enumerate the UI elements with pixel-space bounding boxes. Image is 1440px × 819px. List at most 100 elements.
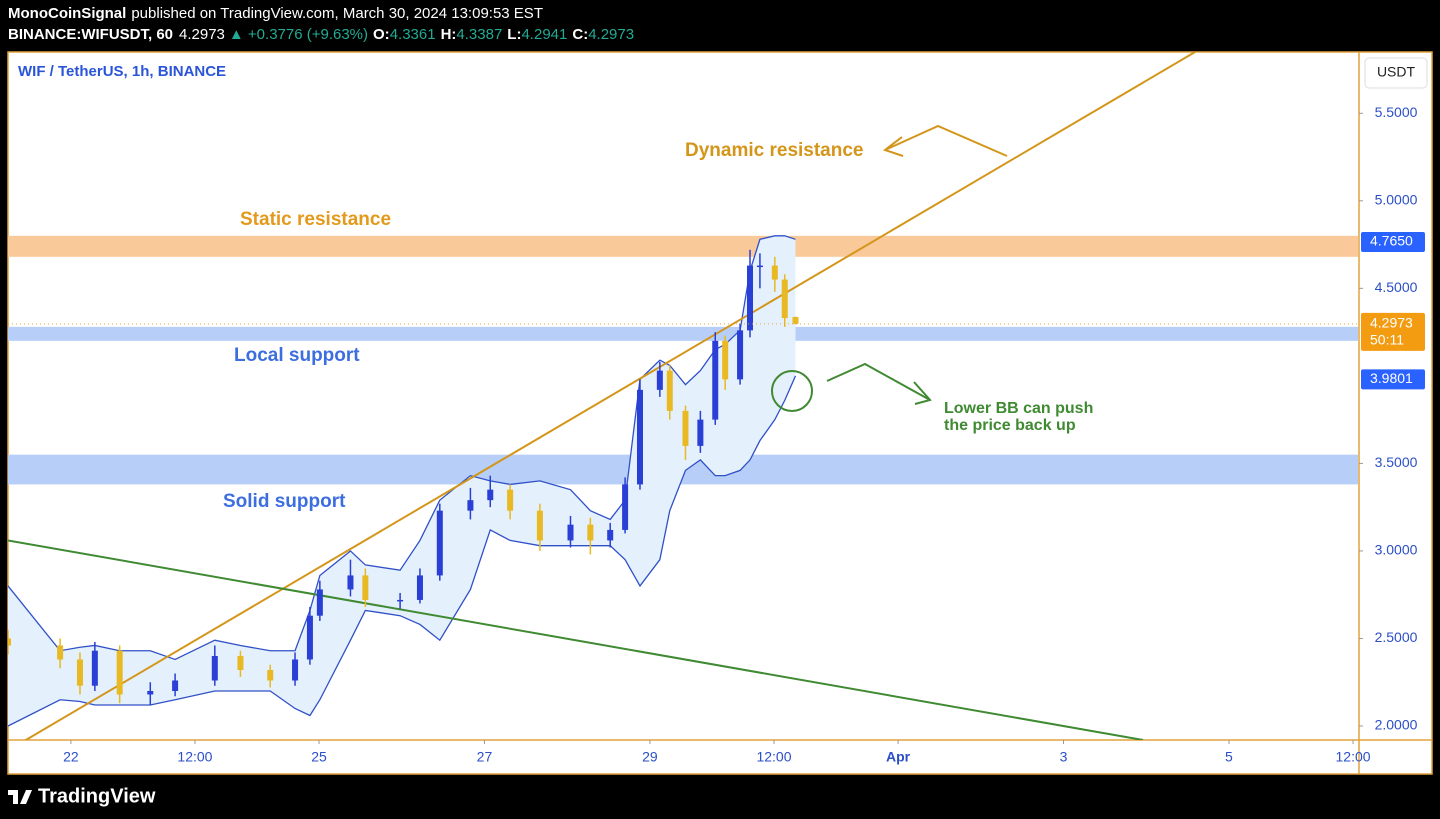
price-label: 4.2973 (1370, 315, 1413, 331)
candle-body (316, 589, 323, 616)
candle-body (292, 659, 299, 681)
candle-body (622, 484, 629, 530)
arrow (882, 124, 1008, 157)
candle-body (682, 410, 689, 446)
note: Lower BB can push (944, 400, 1093, 417)
candle-body (697, 419, 704, 446)
candle-body (656, 370, 663, 390)
candle-body (507, 489, 514, 511)
candle-body (587, 524, 594, 541)
arrow-line (826, 362, 931, 401)
header-line: BINANCE:WIFUSDT, 60 4.2973 ▲ +0.3776 (+9.6… (8, 26, 634, 43)
candle-body (712, 340, 719, 420)
header-line: MonoCoinSignal published on TradingView.c… (8, 5, 543, 22)
x-tick-label: 29 (642, 749, 658, 765)
price-label: 4.7650 (1370, 233, 1413, 249)
zone-label: Static resistance (240, 209, 391, 230)
published: published on TradingView.com, March 30, … (131, 5, 543, 22)
x-tick-label: 5 (1225, 749, 1233, 765)
x-tick-label: 12:00 (1336, 749, 1371, 765)
candle-body (607, 529, 614, 541)
y-tick-label: 2.5000 (1375, 629, 1418, 645)
candle-body (722, 340, 729, 380)
x-tick-label: 22 (63, 749, 79, 765)
candle-body (792, 317, 799, 324)
ohlc-label: L: (507, 26, 521, 43)
highlight-circle (771, 370, 813, 412)
currency-box (1364, 57, 1428, 89)
price-label: 3.9801 (1370, 370, 1413, 386)
plot-area (8, 52, 1358, 740)
candle-body (147, 690, 154, 695)
price-badge (1361, 231, 1425, 252)
author: MonoCoinSignal (8, 5, 126, 22)
y-tick-label: 3.0000 (1375, 542, 1418, 558)
candle-body (781, 279, 788, 319)
change: ▲ +0.3776 (+9.63%) (229, 26, 368, 43)
candle-body (747, 265, 754, 331)
trendline-label: Dynamic resistance (685, 140, 864, 161)
candle-body (267, 669, 274, 681)
candle-body (76, 659, 83, 686)
candle-body (737, 330, 744, 380)
candle-body (306, 615, 313, 660)
price-badge (1361, 312, 1425, 351)
arrow (771, 362, 932, 412)
zone-label: Solid support (223, 491, 346, 512)
x-tick-label: 12:00 (756, 749, 791, 765)
brand: TradingView (38, 785, 156, 807)
logo-mark (8, 790, 32, 804)
price-badge (1361, 369, 1425, 390)
x-tick-label: 27 (477, 749, 493, 765)
trendline (23, 52, 1196, 740)
candle-body (771, 265, 778, 280)
candle-body (347, 575, 354, 590)
zone-label: Local support (234, 345, 360, 366)
candle-body (567, 524, 574, 541)
candle-body (362, 575, 369, 600)
candle-body (116, 650, 123, 695)
symbol: BINANCE:WIFUSDT, 60 (8, 26, 173, 43)
y-tick-label: 2.0000 (1375, 717, 1418, 733)
candle-body (211, 655, 218, 681)
arrow-head (913, 381, 932, 405)
candle-body (467, 500, 474, 511)
trendline (8, 539, 1144, 740)
ohlc-label: H: (441, 26, 457, 43)
candle-body (416, 575, 423, 600)
candle-body (636, 389, 643, 485)
x-tick-label: Apr (886, 749, 911, 765)
band-line (8, 375, 797, 727)
ohlc-value: 4.2973 (588, 26, 634, 43)
arrow-head (882, 136, 904, 157)
candle-body (397, 599, 404, 602)
countdown: 50:11 (1370, 332, 1404, 348)
candle-body (172, 680, 179, 691)
candle-body (57, 645, 64, 660)
candle-body (487, 489, 494, 501)
candle-body (436, 510, 443, 576)
ohlc-value: 4.3361 (390, 26, 436, 43)
candle-body (237, 655, 244, 670)
zone (8, 326, 1358, 341)
x-tick-label: 12:00 (177, 749, 212, 765)
last-price: 4.2973 (179, 26, 225, 43)
logo: TradingView (8, 785, 156, 807)
x-tick-label: 25 (311, 749, 327, 765)
currency: USDT (1377, 64, 1416, 80)
ohlc-label: C: (572, 26, 588, 43)
ohlc-label: O: (373, 26, 390, 43)
x-tick-label: 3 (1060, 749, 1068, 765)
candle-body (91, 650, 98, 686)
chart-title: WIF / TetherUS, 1h, BINANCE (18, 63, 226, 80)
y-tick-label: 5.5000 (1375, 104, 1418, 120)
candle-body (536, 510, 543, 541)
candle-body (756, 265, 763, 268)
y-tick-label: 3.5000 (1375, 454, 1418, 470)
candle-body (8, 638, 11, 646)
y-tick-label: 4.5000 (1375, 279, 1418, 295)
note: the price back up (944, 417, 1076, 434)
candle-body (666, 370, 673, 411)
